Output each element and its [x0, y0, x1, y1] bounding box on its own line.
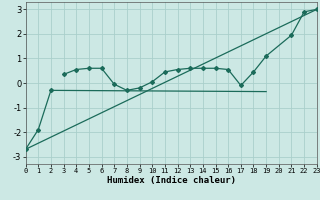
X-axis label: Humidex (Indice chaleur): Humidex (Indice chaleur)	[107, 176, 236, 185]
